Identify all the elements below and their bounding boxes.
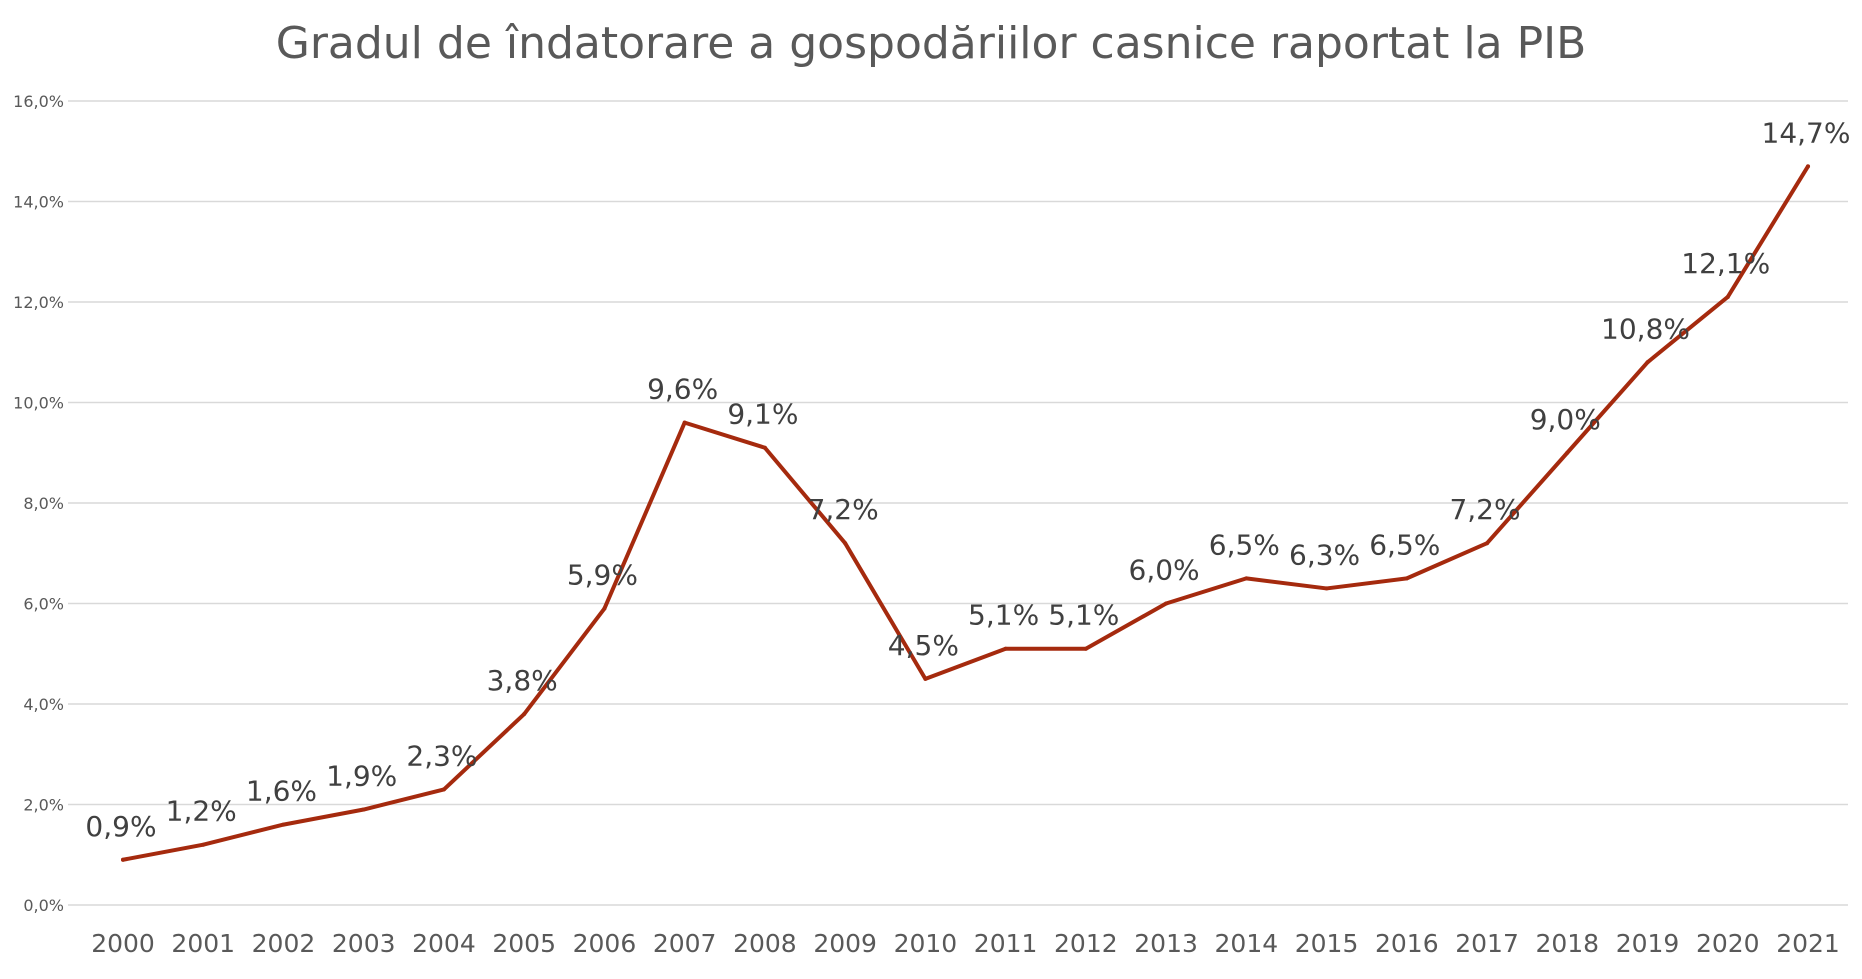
data-point — [602, 606, 607, 611]
y-tick-label: 4,0% — [23, 695, 64, 714]
data-point — [1083, 646, 1088, 651]
x-tick-label: 2019 — [1616, 929, 1680, 958]
data-point — [1806, 164, 1810, 169]
x-tick-label: 2015 — [1295, 929, 1359, 958]
data-label: 6,3% — [1289, 538, 1360, 571]
data-point — [201, 842, 206, 847]
x-tick-label: 2012 — [1054, 929, 1118, 958]
data-point — [1244, 576, 1249, 581]
data-label: 5,1% — [1048, 599, 1119, 632]
data-label: 10,8% — [1601, 312, 1690, 345]
x-tick-label: 2002 — [252, 929, 316, 958]
data-point — [1324, 586, 1329, 591]
data-label: 6,5% — [1369, 528, 1440, 561]
data-label: 9,1% — [727, 398, 798, 431]
x-tick-label: 2004 — [412, 929, 476, 958]
data-point — [1565, 450, 1570, 455]
data-label: 9,6% — [647, 373, 718, 406]
data-point — [281, 822, 286, 827]
data-label: 4,5% — [888, 629, 959, 662]
data-label: 1,9% — [326, 760, 397, 793]
x-tick-label: 2007 — [653, 929, 717, 958]
data-label: 1,2% — [166, 795, 237, 828]
data-label: 1,6% — [246, 775, 317, 808]
x-tick-label: 2006 — [573, 929, 637, 958]
data-label: 2,3% — [406, 739, 477, 772]
data-label: 7,2% — [808, 493, 879, 526]
x-tick-label: 2001 — [171, 929, 235, 958]
data-point — [762, 445, 767, 450]
data-label: 9,0% — [1530, 403, 1601, 436]
chart-title: Gradul de îndatorare a gospodăriilor cas… — [275, 18, 1587, 69]
data-label: 7,2% — [1449, 493, 1520, 526]
x-tick-label: 2016 — [1375, 929, 1439, 958]
data-label: 0,9% — [85, 810, 156, 843]
x-tick-label: 2017 — [1455, 929, 1519, 958]
x-tick-label: 2008 — [733, 929, 797, 958]
data-point — [1645, 360, 1650, 365]
x-tick-label: 2011 — [974, 929, 1038, 958]
x-tick-label: 2005 — [492, 929, 556, 958]
data-point — [1404, 576, 1409, 581]
data-label: 6,0% — [1129, 554, 1200, 587]
data-point — [441, 787, 446, 792]
data-point — [1164, 601, 1169, 606]
series-line — [121, 164, 1810, 862]
x-tick-label: 2020 — [1696, 929, 1760, 958]
data-label: 3,8% — [487, 664, 558, 697]
data-point — [682, 420, 687, 425]
y-tick-label: 2,0% — [23, 796, 64, 815]
x-tick-label: 2003 — [332, 929, 396, 958]
data-label: 14,7% — [1762, 116, 1851, 149]
data-point — [923, 676, 928, 681]
data-point — [121, 857, 125, 862]
y-tick-label: 16,0% — [13, 92, 64, 111]
x-tick-label: 2021 — [1776, 929, 1840, 958]
y-tick-label: 8,0% — [23, 494, 64, 513]
data-label: 6,5% — [1209, 528, 1280, 561]
data-point — [1003, 646, 1008, 651]
data-label: 5,9% — [567, 559, 638, 592]
x-tick-label: 2013 — [1134, 929, 1198, 958]
x-tick-label: 2010 — [894, 929, 958, 958]
data-label: 5,1% — [968, 599, 1039, 632]
data-label: 12,1% — [1681, 247, 1770, 280]
y-tick-label: 14,0% — [13, 193, 64, 212]
data-point — [1485, 541, 1490, 546]
data-point — [361, 807, 366, 812]
data-point — [843, 541, 848, 546]
x-tick-label: 2009 — [813, 929, 877, 958]
y-tick-label: 0,0% — [23, 896, 64, 915]
y-tick-label: 12,0% — [13, 293, 64, 312]
x-tick-label: 2014 — [1215, 929, 1279, 958]
data-point — [1725, 294, 1730, 299]
x-tick-label: 2018 — [1535, 929, 1599, 958]
x-tick-label: 2000 — [91, 929, 155, 958]
data-point — [522, 712, 527, 717]
y-tick-label: 10,0% — [13, 394, 64, 413]
y-tick-label: 6,0% — [23, 595, 64, 614]
